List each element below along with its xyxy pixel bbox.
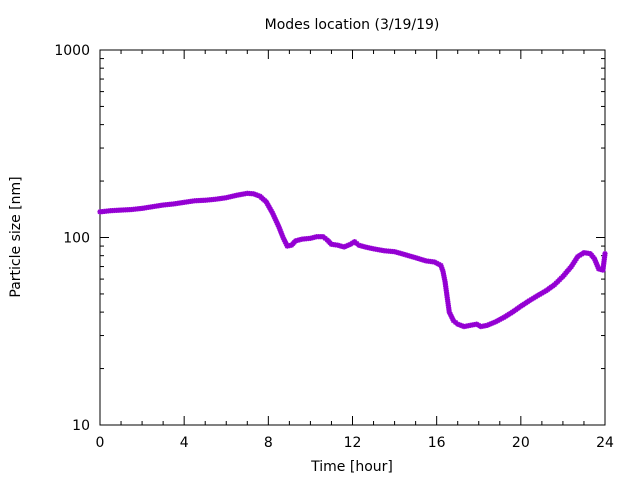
x-axis-label: Time [hour]	[310, 459, 393, 475]
y-tick-labels: 10 100 1000	[54, 43, 90, 434]
x-tick-label: 24	[596, 435, 614, 451]
y-tick-label: 100	[63, 231, 90, 247]
x-tick-label: 20	[512, 435, 530, 451]
y-tick-label: 10	[72, 418, 90, 434]
data-points	[97, 190, 608, 330]
y-axis-label: Particle size [nm]	[8, 176, 24, 297]
x-tick-label: 4	[180, 435, 189, 451]
x-tick-label: 8	[264, 435, 273, 451]
x-tick-labels: 0 4 8 12 16 20 24	[96, 435, 614, 451]
y-tick-label: 1000	[54, 43, 90, 59]
x-tick-label: 16	[428, 435, 446, 451]
x-tick-label: 0	[96, 435, 105, 451]
x-tick-label: 12	[344, 435, 362, 451]
data-point	[484, 322, 490, 328]
plot-frame	[99, 49, 606, 426]
chart-title: Modes location (3/19/19)	[265, 17, 440, 33]
data-point	[602, 251, 608, 257]
tick-marks	[99, 49, 606, 426]
